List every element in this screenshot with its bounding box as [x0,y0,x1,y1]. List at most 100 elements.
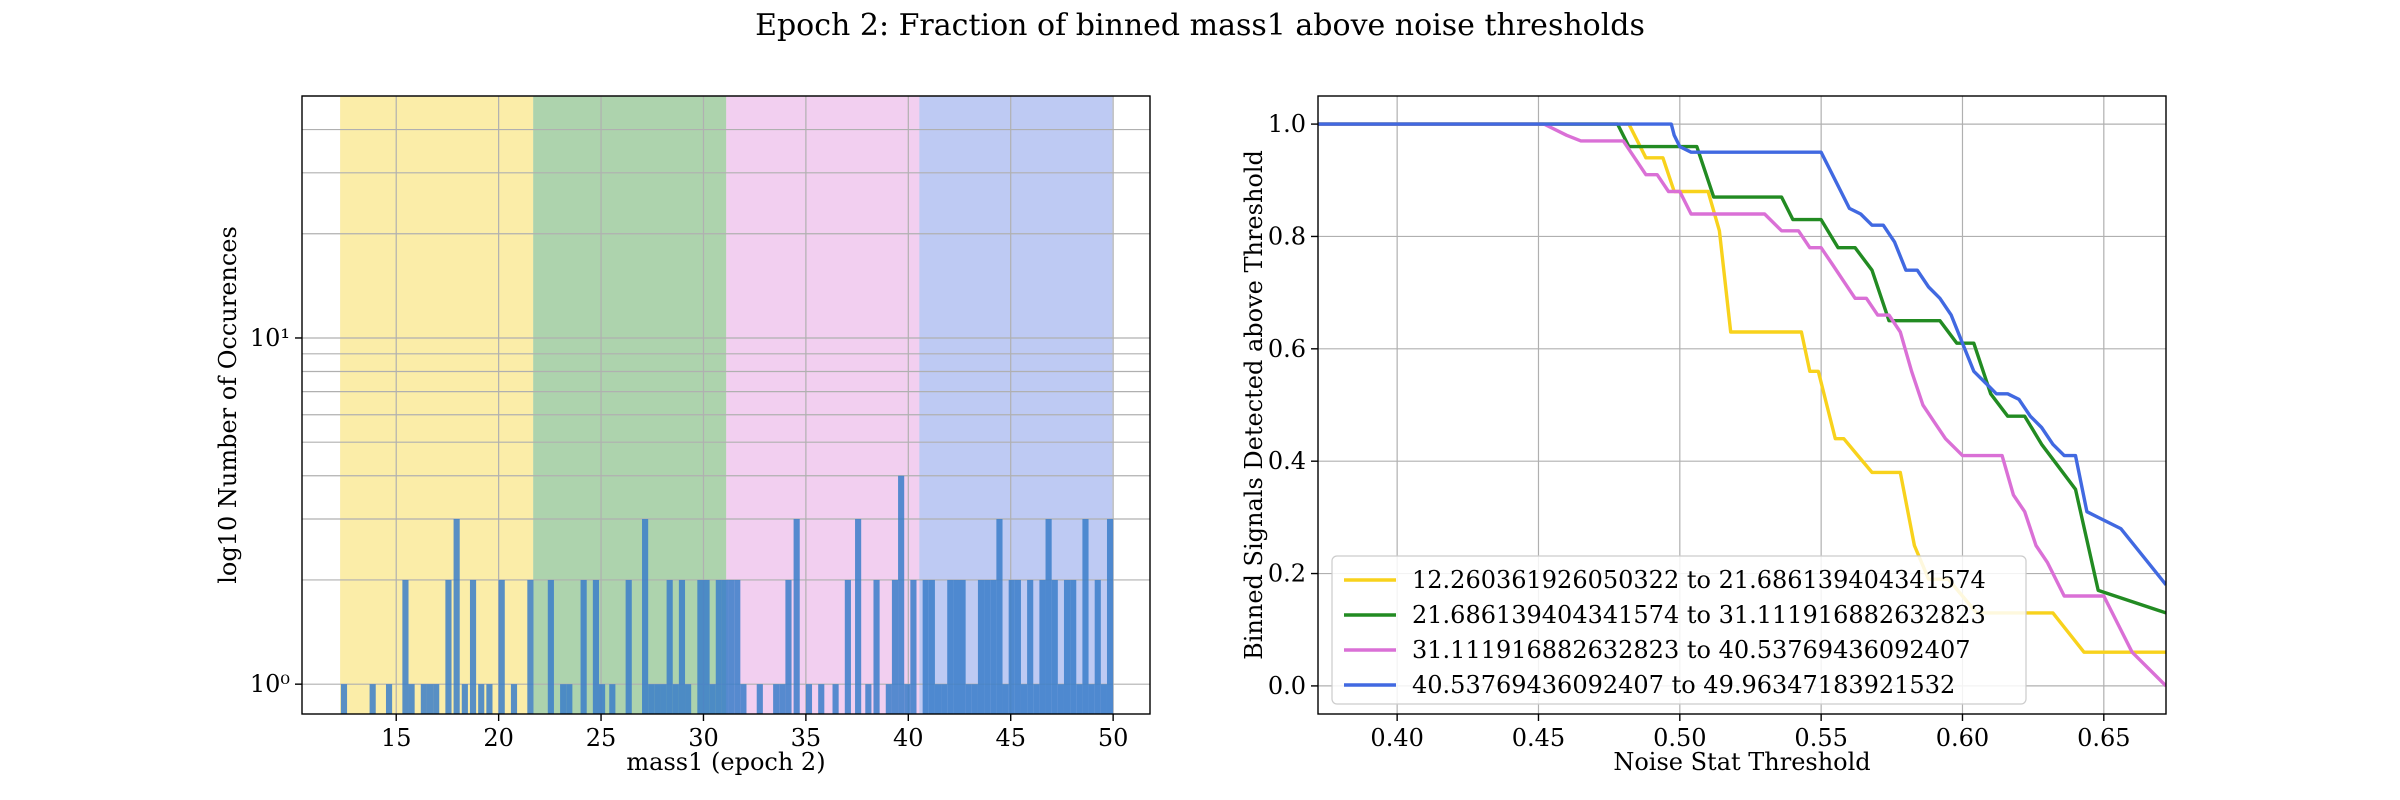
histogram-bar [625,579,632,714]
y-tick-label: 0.4 [1268,447,1306,475]
histogram-bar [865,684,872,714]
histogram-bar [904,684,911,714]
histogram-bar [709,684,716,714]
histogram-bar [402,579,409,714]
histogram-bar [922,579,929,714]
histogram-bar [527,579,534,714]
x-tick-label: 15 [381,724,412,752]
legend: 12.260361926050322 to 21.686139404341574… [1331,555,2027,705]
x-axis-label: Noise Stat Threshold [1613,748,1870,776]
histogram-bar [779,684,786,714]
y-axis-label: Binned Signals Detected above Threshold [1240,150,1268,660]
histogram-bar [1033,684,1040,714]
histogram-bar [1082,518,1089,714]
x-tick-label: 0.50 [1653,724,1706,752]
legend-entry-4: 40.53769436092407 to 49.96347183921532 [1412,671,1955,699]
histogram-bar [510,684,518,714]
histogram-bar [873,579,880,714]
legend-entry-2: 21.686139404341574 to 31.111916882632823 [1412,601,1986,629]
histogram-bar [734,579,741,714]
y-tick-label: 10¹ [250,324,290,352]
histogram-bar [697,579,704,714]
histogram-bar [898,475,905,714]
histogram-bar [560,684,567,714]
histogram-bar [1100,684,1107,714]
y-tick-label: 0.8 [1268,222,1306,250]
histogram-bar [785,579,792,714]
histogram-bar [703,579,710,714]
histogram-bar [844,579,851,714]
histogram-bar [947,579,954,714]
histogram-bar [426,684,434,714]
histogram-bar [1057,684,1064,714]
y-tick-label: 0.2 [1268,560,1306,588]
histogram-bar [666,579,673,714]
histogram-bar [469,579,477,714]
histogram-bar [1094,579,1101,714]
threshold-line-panel: 0.40 0.45 0.50 0.55 0.60 0.65 0.0 0.2 0.4 0.6 0.8 1… [1240,95,2167,776]
histogram-bar [592,579,600,714]
x-tick-label: 0.40 [1370,724,1423,752]
y-tick-label: 1.0 [1268,110,1306,138]
x-tick-label: 0.65 [2077,724,2130,752]
histogram-bar [453,518,460,714]
series-line-2 [1318,122,2166,615]
legend-box [1331,555,2027,705]
histogram-bar [855,518,862,714]
histogram-bar [461,684,468,714]
histogram-frame [301,95,1151,715]
histogram-bar [965,684,972,714]
histogram-bar [599,684,606,714]
histogram-bar [580,579,587,714]
histogram-bar [478,684,485,714]
histogram-bar [934,684,942,714]
x-tick-label: 45 [995,724,1026,752]
histogram-bar [1063,579,1071,714]
y-tick-label: 0.6 [1268,335,1306,363]
histogram-bar [1002,684,1009,714]
figure-title: Epoch 2: Fraction of binned mass1 above … [755,8,1645,43]
histogram-bar [547,579,554,714]
histogram-bar [793,518,800,714]
histogram-bar [1076,684,1083,714]
histogram-bar [1051,579,1058,714]
histogram-bar [1070,579,1077,714]
histogram-bar [1106,518,1114,714]
x-tick-label: 50 [1098,724,1129,752]
histogram-bar [433,684,440,714]
histogram-bar [756,684,763,714]
histogram-bar [715,579,722,714]
histogram-bar [648,684,655,714]
x-tick-label: 0.45 [1512,724,1565,752]
histogram-bar [996,518,1003,714]
histogram-bar [672,684,679,714]
histogram-bar [566,684,573,714]
x-tick-label: 0.60 [1936,724,1989,752]
histogram-bar [818,684,825,714]
histogram-bar [660,684,667,714]
histogram-bar [654,684,661,714]
x-tick-label: 35 [791,724,822,752]
series-line-4 [1318,122,2166,586]
legend-entry-1: 12.260361926050322 to 21.686139404341574 [1412,566,1986,594]
histogram-bar [445,579,452,714]
histogram-bar [959,579,966,714]
histogram-bar [1014,579,1021,714]
histogram-bar [728,579,735,714]
histogram-bar [369,684,376,714]
histogram-bar [928,579,935,714]
histogram-bar [685,684,692,714]
histogram-bar [891,579,899,714]
histogram-bar [1020,684,1028,714]
histogram-bar [1027,579,1034,714]
histogram-bar [977,579,985,714]
x-axis-label: mass1 (epoch 2) [626,748,825,776]
histogram-bar [340,684,348,714]
histogram-bar [1045,518,1052,714]
histogram-bar [805,684,813,714]
histogram-bar [721,579,729,714]
histogram-bar [971,684,978,714]
y-tick-label: 0.0 [1268,672,1306,700]
histogram-bar [832,684,839,714]
